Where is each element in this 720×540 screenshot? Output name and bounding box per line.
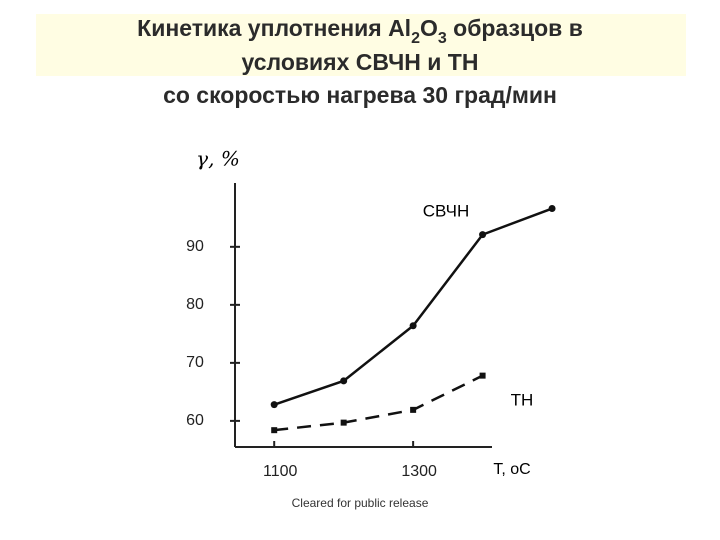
y-tick-label: 70	[186, 354, 204, 371]
title-subscript: 3	[438, 30, 447, 47]
chart-title-line3: со скоростью нагрева 30 град/мин	[163, 82, 557, 108]
title-part: образцов в	[447, 15, 583, 41]
chart-title-line2: условиях СВЧН и ТН	[242, 49, 479, 75]
title-part: Кинетика уплотнения Al	[137, 15, 411, 41]
title-part: O	[420, 15, 438, 41]
y-tick-label: 80	[186, 296, 204, 313]
data-point	[548, 205, 556, 213]
x-tick-label: 1100	[263, 463, 298, 480]
y-tick-label: 60	[186, 412, 204, 429]
chart-title-line1: Кинетика уплотнения Al2O3 образцов в	[137, 15, 583, 47]
data-point	[410, 406, 417, 413]
data-point	[270, 401, 278, 409]
title-subscript: 2	[411, 30, 420, 47]
x-axis-label: T, oC	[493, 461, 530, 478]
series-label: ТН	[511, 390, 534, 409]
data-point	[340, 377, 348, 385]
footer: Cleared for public release	[292, 496, 429, 510]
data-point	[340, 419, 347, 426]
y-axis-label: γ, %	[196, 147, 240, 171]
x-tick-label: 1300	[401, 463, 437, 480]
series-line	[274, 374, 484, 432]
data-point	[479, 231, 487, 239]
data-point	[409, 322, 417, 330]
series-line	[273, 207, 553, 406]
data-point	[271, 427, 278, 434]
title-band	[36, 14, 686, 76]
y-tick-label: 90	[186, 238, 204, 255]
data-point	[479, 372, 486, 379]
series-label: СВЧН	[423, 201, 469, 220]
